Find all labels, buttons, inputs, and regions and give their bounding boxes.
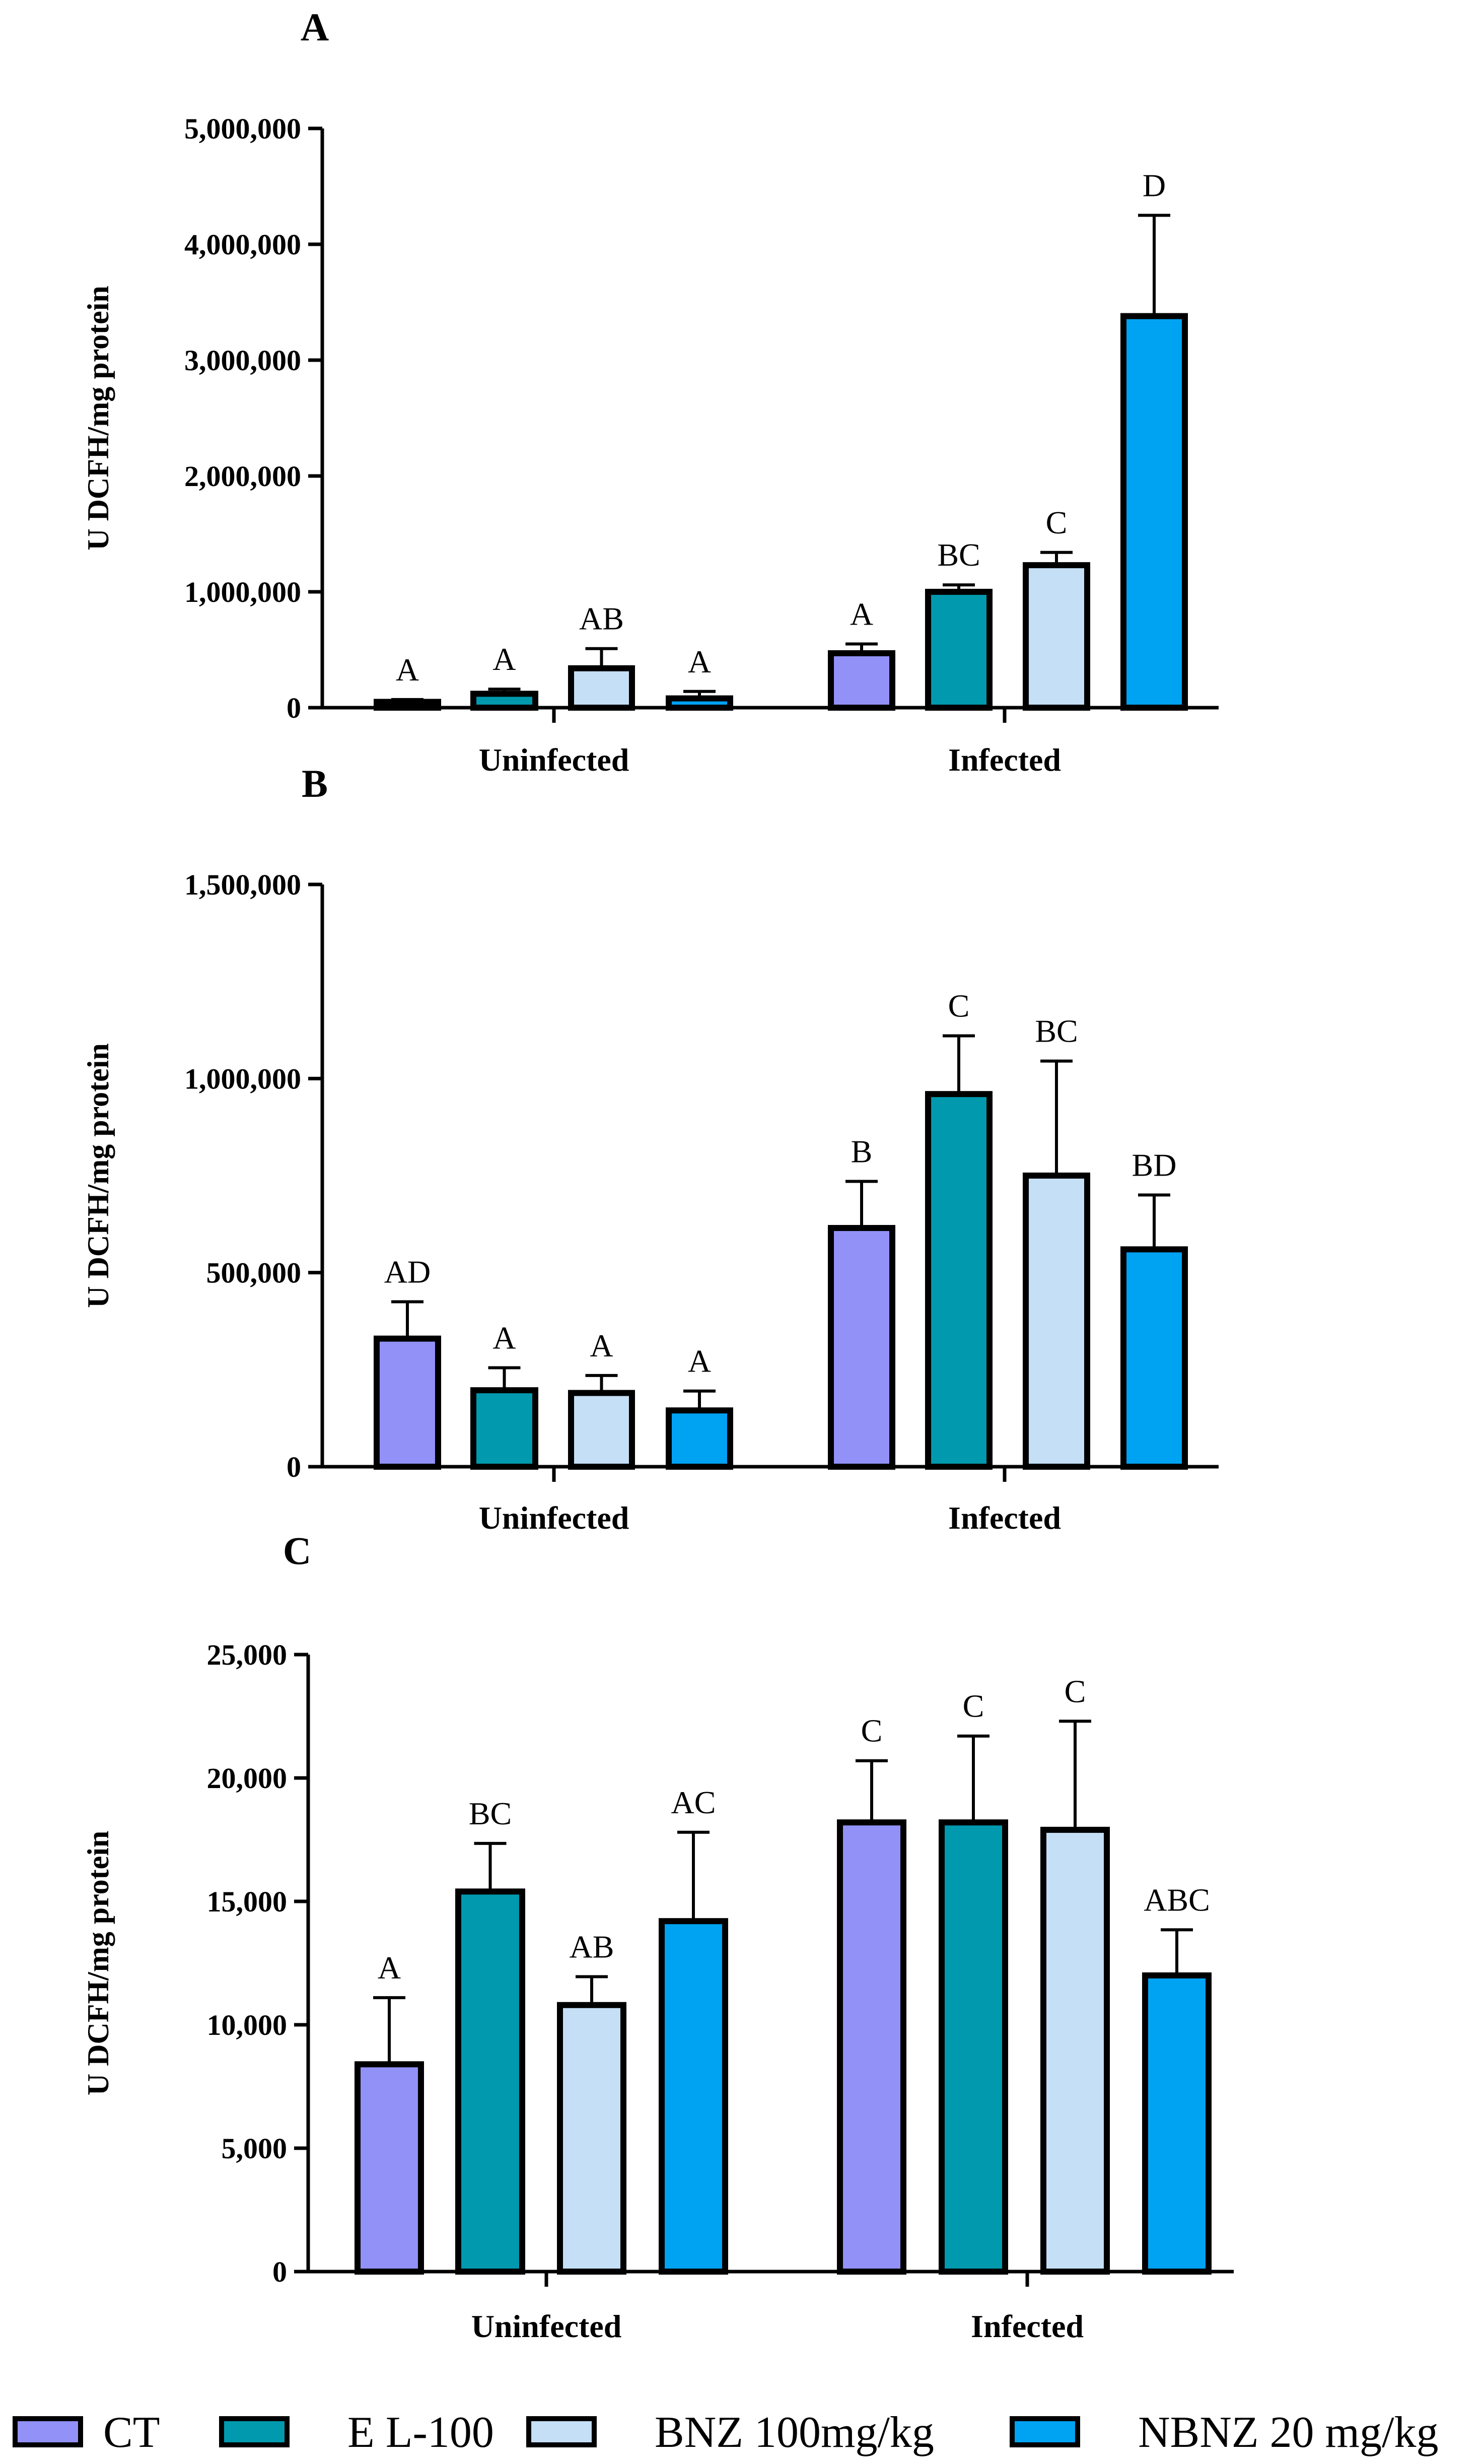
legend-swatch <box>526 2416 597 2447</box>
bar <box>455 1888 525 2275</box>
bar <box>1142 1972 1212 2275</box>
y-axis-label: U DCFH/mg protein <box>82 286 115 551</box>
x-tick-label: Uninfected <box>479 1500 629 1536</box>
significance-letter: AC <box>671 1785 716 1820</box>
significance-letter: AD <box>384 1254 431 1289</box>
significance-letter: C <box>1065 1673 1086 1709</box>
y-tick-label: 1,000,000 <box>184 576 301 608</box>
bar <box>1040 1826 1110 2275</box>
bar <box>828 1225 895 1470</box>
y-tick-label: 2,000,000 <box>184 460 301 493</box>
chart-panel-c: C 0 5,000 10,000 15,000 20,000 25,000 U DCFH/mg… <box>82 1529 1234 2344</box>
significance-letter: A <box>492 641 516 677</box>
legend-swatch <box>1010 2416 1080 2447</box>
y-tick-label: 4,000,000 <box>184 228 301 261</box>
bar <box>557 2002 626 2275</box>
significance-letter: ABC <box>1144 1882 1210 1918</box>
panel-letter: A <box>301 5 329 49</box>
legend-label: CT <box>103 2408 160 2457</box>
significance-letter: A <box>396 652 419 688</box>
x-tick-label: Uninfected <box>479 742 629 778</box>
y-tick-label: 0 <box>287 1451 301 1483</box>
significance-letter: A <box>850 596 873 632</box>
significance-letter: A <box>590 1328 613 1363</box>
significance-letter: BC <box>937 537 980 573</box>
bar <box>1120 1246 1188 1470</box>
bar <box>828 650 895 711</box>
significance-letter: A <box>688 644 711 679</box>
panels: A 0 1,000,000 2,000,000 3,000,000 4,000,000 5,… <box>82 5 1234 2344</box>
y-tick-label: 15,000 <box>207 1885 288 1918</box>
significance-letter: A <box>688 1343 711 1379</box>
y-tick-label: 500,000 <box>206 1257 302 1289</box>
y-tick-label: 3,000,000 <box>184 344 301 377</box>
significance-letter: A <box>492 1320 516 1355</box>
significance-letter: C <box>1046 505 1068 540</box>
y-tick-label: 20,000 <box>207 1762 288 1795</box>
y-tick-label: 10,000 <box>207 2009 288 2041</box>
significance-letter: BD <box>1132 1147 1177 1183</box>
x-tick-label: Infected <box>948 1500 1061 1536</box>
significance-letter: B <box>851 1134 873 1170</box>
bar <box>925 1091 993 1470</box>
significance-letter: C <box>861 1713 883 1749</box>
legend-label: E L-100 <box>347 2408 494 2457</box>
y-tick-label: 5,000 <box>222 2132 288 2165</box>
legend-swatch <box>219 2416 290 2447</box>
legend-label: NBNZ 20 mg/kg <box>1138 2408 1438 2457</box>
bar <box>568 665 635 711</box>
significance-letter: BC <box>469 1796 512 1831</box>
bar <box>837 1819 906 2275</box>
y-tick-label: 1,000,000 <box>184 1062 301 1095</box>
bar <box>659 1918 728 2275</box>
bar <box>470 691 538 711</box>
panel-letter: C <box>283 1529 311 1572</box>
bar <box>568 1390 635 1470</box>
legend-swatch <box>13 2416 83 2447</box>
legend: CT E L-100 BNZ 100mg/kg NBNZ 20 mg/kg <box>13 2408 1438 2457</box>
bar <box>355 2061 424 2275</box>
bar <box>666 1407 733 1470</box>
legend-item: CT <box>13 2408 160 2457</box>
y-axis-label: U DCFH/mg protein <box>82 1043 115 1308</box>
significance-letter: AB <box>570 1929 614 1964</box>
legend-item: E L-100 <box>219 2408 494 2457</box>
significance-letter: AB <box>579 601 624 637</box>
chart-panel-b: B 0 500,000 1,000,000 1,500,000 U DCFH/mg pro… <box>82 762 1219 1536</box>
legend-item: NBNZ 20 mg/kg <box>1010 2408 1438 2457</box>
bar <box>1023 562 1090 711</box>
y-tick-label: 0 <box>272 2255 287 2288</box>
y-tick-label: 0 <box>287 692 301 724</box>
panel-letter: B <box>302 762 328 805</box>
bar <box>1120 313 1188 711</box>
significance-letter: BC <box>1035 1013 1078 1049</box>
bar <box>470 1387 538 1470</box>
bar <box>925 589 993 711</box>
bar <box>939 1819 1008 2275</box>
y-tick-label: 1,500,000 <box>184 868 301 901</box>
x-tick-label: Infected <box>971 2308 1084 2344</box>
legend-label: BNZ 100mg/kg <box>655 2408 934 2457</box>
legend-item: BNZ 100mg/kg <box>526 2408 934 2457</box>
significance-letter: C <box>948 988 970 1024</box>
bar <box>374 1335 441 1470</box>
significance-letter: D <box>1143 168 1166 203</box>
chart-panel-a: A 0 1,000,000 2,000,000 3,000,000 4,000,000 5,… <box>82 5 1219 778</box>
x-tick-label: Infected <box>948 742 1061 778</box>
bar <box>1023 1173 1090 1470</box>
y-tick-label: 25,000 <box>207 1638 288 1671</box>
x-tick-label: Uninfected <box>471 2308 622 2344</box>
y-axis-label: U DCFH/mg protein <box>82 1831 115 2096</box>
y-tick-label: 5,000,000 <box>184 112 301 145</box>
significance-letter: C <box>963 1688 984 1724</box>
significance-letter: A <box>378 1950 401 1986</box>
